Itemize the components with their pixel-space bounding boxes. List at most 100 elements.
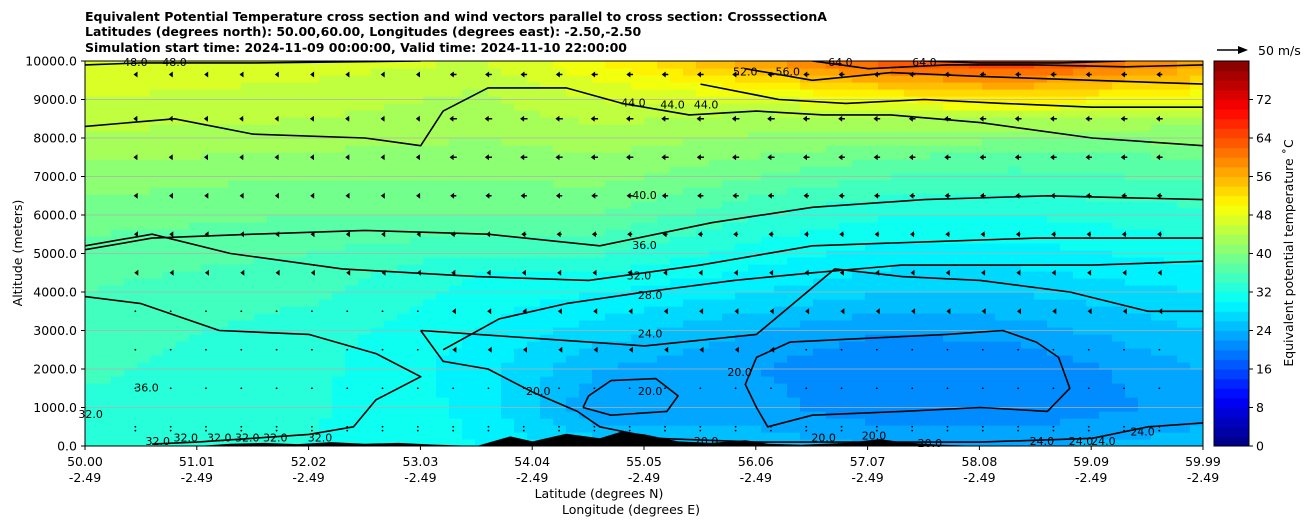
field-cell <box>189 152 203 160</box>
field-cell <box>917 138 931 146</box>
field-cell <box>904 313 918 321</box>
field-cell <box>631 131 645 139</box>
field-cell <box>189 383 203 391</box>
field-cell <box>280 208 294 216</box>
field-cell <box>423 236 437 244</box>
field-cell <box>527 376 541 384</box>
field-cell <box>111 432 125 440</box>
field-cell <box>540 285 554 293</box>
field-cell <box>826 418 840 426</box>
field-cell <box>1112 110 1126 118</box>
field-cell <box>813 285 827 293</box>
field-cell <box>501 243 515 251</box>
field-cell <box>800 278 814 286</box>
field-cell <box>579 222 593 230</box>
field-cell <box>839 285 853 293</box>
field-cell <box>254 432 268 440</box>
field-cell <box>904 103 918 111</box>
field-cell <box>371 117 385 125</box>
field-cell <box>423 68 437 76</box>
wind-vector <box>240 387 243 390</box>
field-cell <box>85 285 99 293</box>
field-cell <box>800 201 814 209</box>
field-cell <box>709 194 723 202</box>
field-cell <box>1125 82 1139 90</box>
field-cell <box>618 285 632 293</box>
field-cell <box>1164 369 1178 377</box>
field-cell <box>904 145 918 153</box>
field-cell <box>787 159 801 167</box>
field-cell <box>501 285 515 293</box>
field-cell <box>332 124 346 132</box>
field-cell <box>267 201 281 209</box>
field-cell <box>98 68 112 76</box>
field-cell <box>111 383 125 391</box>
field-cell <box>709 145 723 153</box>
field-cell <box>423 355 437 363</box>
field-cell <box>358 390 372 398</box>
field-cell <box>293 418 307 426</box>
field-cell <box>943 131 957 139</box>
field-cell <box>1099 425 1113 433</box>
field-cell <box>306 201 320 209</box>
field-cell <box>631 285 645 293</box>
field-cell <box>566 110 580 118</box>
field-cell <box>930 145 944 153</box>
field-cell <box>891 243 905 251</box>
field-cell <box>267 159 281 167</box>
field-cell <box>475 264 489 272</box>
field-cell <box>852 208 866 216</box>
field-cell <box>618 348 632 356</box>
field-cell <box>735 348 749 356</box>
field-cell <box>722 124 736 132</box>
field-cell <box>618 103 632 111</box>
field-cell <box>397 348 411 356</box>
field-cell <box>735 257 749 265</box>
field-cell <box>1138 131 1152 139</box>
field-cell <box>982 131 996 139</box>
field-cell <box>670 166 684 174</box>
field-cell <box>410 208 424 216</box>
field-cell <box>527 180 541 188</box>
field-cell <box>1047 243 1061 251</box>
field-cell <box>1008 110 1022 118</box>
field-cell <box>826 362 840 370</box>
field-cell <box>1073 292 1087 300</box>
field-cell <box>176 166 190 174</box>
field-cell <box>371 194 385 202</box>
field-cell <box>358 236 372 244</box>
field-cell <box>813 103 827 111</box>
field-cell <box>631 306 645 314</box>
field-cell <box>514 138 528 146</box>
field-cell <box>488 313 502 321</box>
field-cell <box>514 208 528 216</box>
field-cell <box>774 201 788 209</box>
field-cell <box>1034 68 1048 76</box>
field-cell <box>605 320 619 328</box>
field-cell <box>488 418 502 426</box>
field-cell <box>111 110 125 118</box>
field-cell <box>293 236 307 244</box>
field-cell <box>696 208 710 216</box>
field-cell <box>1047 320 1061 328</box>
field-cell <box>501 131 515 139</box>
field-cell <box>397 320 411 328</box>
field-cell <box>1086 418 1100 426</box>
field-cell <box>969 187 983 195</box>
field-cell <box>735 432 749 440</box>
field-cell <box>371 61 385 69</box>
field-cell <box>1099 124 1113 132</box>
field-cell <box>1151 131 1165 139</box>
field-cell <box>202 166 216 174</box>
field-cell <box>540 264 554 272</box>
field-cell <box>566 201 580 209</box>
field-cell <box>423 383 437 391</box>
field-cell <box>592 334 606 342</box>
field-cell <box>943 159 957 167</box>
field-cell <box>345 194 359 202</box>
field-cell <box>722 418 736 426</box>
field-cell <box>85 117 99 125</box>
field-cell <box>163 390 177 398</box>
field-cell <box>241 285 255 293</box>
field-cell <box>995 341 1009 349</box>
